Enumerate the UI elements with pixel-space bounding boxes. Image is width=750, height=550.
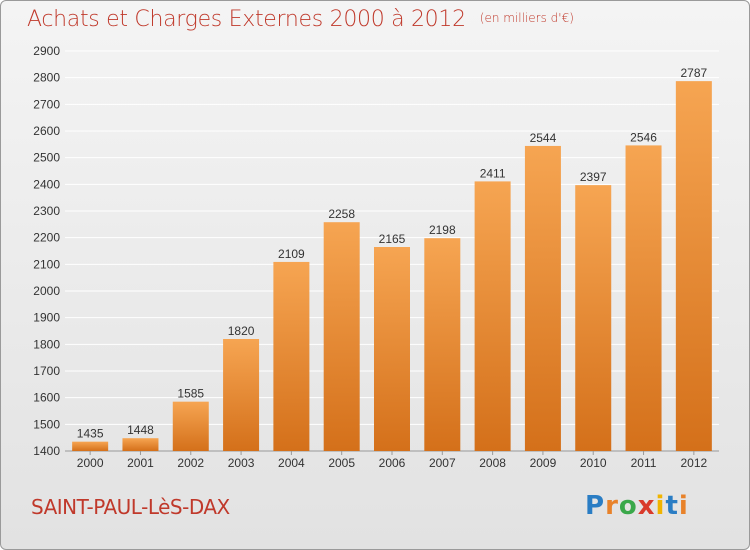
logo-letter: i <box>655 491 666 521</box>
y-tick-label: 1500 <box>33 417 60 431</box>
data-label: 2397 <box>580 170 607 184</box>
data-label: 2198 <box>429 223 456 237</box>
logo-letter: r <box>605 491 619 521</box>
y-axis-ticks: 1400 1500 1600 1700 1800 1900 2000 2100 2200 2300… <box>33 44 60 458</box>
y-tick-label: 1600 <box>33 391 60 405</box>
y-tick-label: 2400 <box>33 177 60 191</box>
bars <box>72 81 712 451</box>
bar-2008 <box>474 181 511 451</box>
bar-2007 <box>424 238 461 451</box>
data-label: 2165 <box>379 232 406 246</box>
data-label: 2544 <box>530 131 557 145</box>
bar-2002 <box>172 401 209 451</box>
y-tick-label: 2500 <box>33 151 60 165</box>
x-tick-label: 2003 <box>228 456 255 470</box>
y-tick-label: 2100 <box>33 257 60 271</box>
bar-2003 <box>223 339 260 451</box>
logo-letter: o <box>618 491 638 521</box>
x-tick-label: 2002 <box>177 456 204 470</box>
bar-2000 <box>72 441 109 451</box>
bar-2011 <box>625 145 662 451</box>
logo-letter: P <box>585 491 606 521</box>
y-tick-label: 2900 <box>33 44 60 58</box>
place-name: SAINT-PAUL-LèS-DAX <box>31 495 230 519</box>
y-tick-label: 1900 <box>33 311 60 325</box>
bar-2006 <box>374 247 410 451</box>
x-tick-label: 2000 <box>77 456 104 470</box>
data-label: 2109 <box>278 247 305 261</box>
x-tick-label: 2001 <box>127 456 154 470</box>
chart-title: Achats et Charges Externes 2000 à 2012 <box>27 7 466 32</box>
data-label: 2546 <box>630 130 657 144</box>
y-tick-label: 2000 <box>33 284 60 298</box>
data-label: 1448 <box>127 423 154 437</box>
x-tick-label: 2007 <box>429 456 456 470</box>
data-label: 1820 <box>228 324 255 338</box>
y-tick-label: 2200 <box>33 231 60 245</box>
bar-2001 <box>122 438 159 451</box>
data-label: 1585 <box>177 387 204 401</box>
x-tick-label: 2005 <box>328 456 355 470</box>
data-label: 2787 <box>680 66 707 80</box>
bar-2005 <box>323 222 360 451</box>
logo-letter: i <box>678 491 689 521</box>
y-tick-label: 1800 <box>33 337 60 351</box>
logo-letter: t <box>665 491 679 521</box>
x-axis-ticks: 2000 2001 2002 2003 2004 2005 2006 2007 2008 2009… <box>77 451 708 470</box>
bar-2009 <box>524 145 561 451</box>
y-tick-label: 2600 <box>33 124 60 138</box>
y-tick-label: 2800 <box>33 71 60 85</box>
chart-subtitle: (en milliers d'€) <box>479 11 574 25</box>
x-tick-label: 2011 <box>631 456 657 470</box>
x-tick-label: 2009 <box>530 456 557 470</box>
chart-title-block: Achats et Charges Externes 2000 à 2012 (e… <box>27 7 574 32</box>
y-tick-label: 2300 <box>33 204 60 218</box>
bar-2010 <box>575 185 612 451</box>
data-label: 1435 <box>77 427 104 441</box>
y-tick-label: 2700 <box>33 97 60 111</box>
y-tick-label: 1400 <box>33 444 60 458</box>
x-tick-label: 2004 <box>278 456 305 470</box>
logo-letter: x <box>637 491 656 521</box>
proxiti-logo: Proxiti <box>585 491 689 521</box>
data-labels: 1435 1448 1585 1820 2109 2258 2165 2198 2411 2544… <box>77 66 708 441</box>
x-tick-label: 2006 <box>379 456 406 470</box>
x-tick-label: 2012 <box>680 456 707 470</box>
bar-2012 <box>675 81 712 451</box>
data-label: 2258 <box>328 207 355 221</box>
data-label: 2411 <box>480 166 506 180</box>
y-tick-label: 1700 <box>33 364 60 378</box>
x-tick-label: 2008 <box>479 456 506 470</box>
x-tick-label: 2010 <box>580 456 607 470</box>
bar-2004 <box>273 261 310 451</box>
